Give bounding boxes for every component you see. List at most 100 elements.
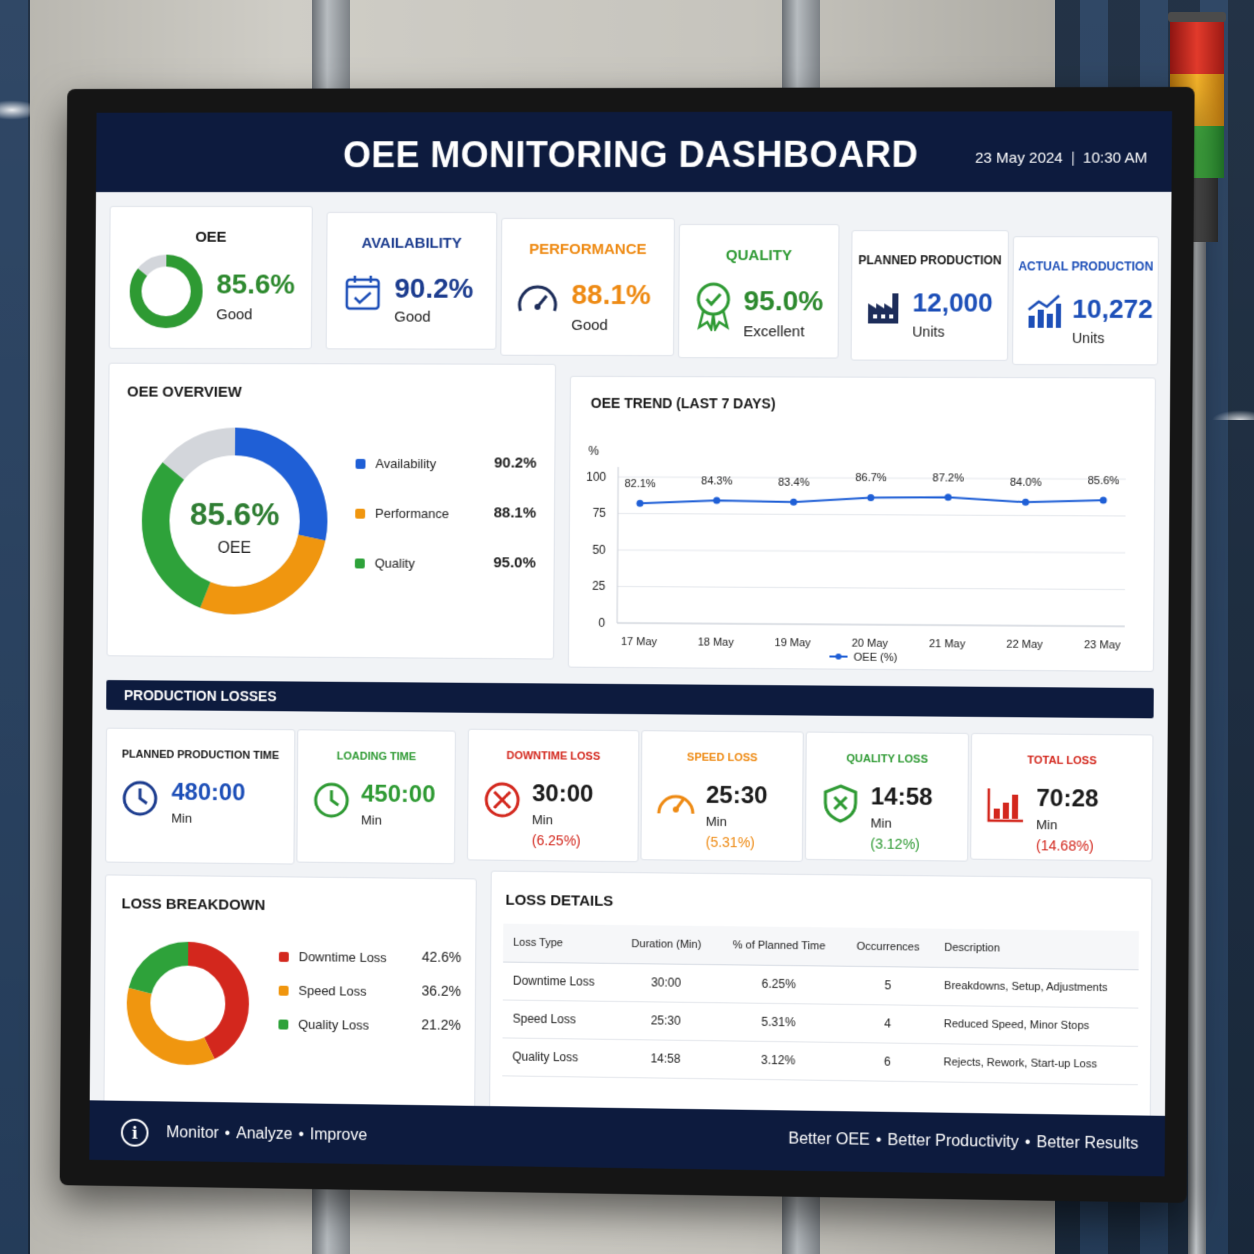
kpi-status: Excellent xyxy=(743,323,804,340)
conduit-pipe xyxy=(312,1180,350,1254)
table-cell: 25:30 xyxy=(616,1001,716,1040)
kpi-card-oee[interactable]: OEE 85.6% Good xyxy=(109,206,313,349)
loss-card-value: 30:00 xyxy=(532,780,593,809)
tools-icon xyxy=(482,780,522,820)
loss-card-unit: Min xyxy=(361,812,382,827)
legend-value: 88.1% xyxy=(466,504,536,521)
data-label: 86.7% xyxy=(855,472,887,484)
bar-chart-icon xyxy=(986,784,1027,825)
header-separator: | xyxy=(1071,150,1075,167)
data-point xyxy=(867,494,874,501)
kpi-value: 90.2% xyxy=(394,273,473,305)
kpi-card-quality[interactable]: QUALITY 95.0% Excellent xyxy=(678,224,840,359)
loss-card-label: TOTAL LOSS xyxy=(972,754,1152,768)
legend-value: 42.6% xyxy=(392,948,462,965)
wall-monitor: OEE MONITORING DASHBOARD 23 May 2024 | 10:… xyxy=(60,87,1195,1203)
footer-motto-right: Better OEE • Better Productivity • Better Re… xyxy=(788,1130,1138,1153)
legend-label: Quality Loss xyxy=(298,1017,369,1033)
kpi-card-planned-production[interactable]: PLANNED PRODUCTION 12,000 Units xyxy=(851,230,1009,361)
column-header[interactable]: Occurrences xyxy=(842,928,935,967)
gridline xyxy=(617,586,1125,589)
loss-card[interactable]: TOTAL LOSS 70:28 Min (14.68%) xyxy=(970,733,1153,862)
data-label: 84.3% xyxy=(701,475,733,487)
kpi-card-availability[interactable]: AVAILABILITY 90.2% Good xyxy=(326,212,498,350)
column-header[interactable]: Loss Type xyxy=(503,924,616,963)
legend-swatch xyxy=(356,458,366,468)
oee-overview-value: 85.6% xyxy=(190,496,280,532)
kpi-label: PERFORMANCE xyxy=(502,241,674,258)
legend-value: 36.2% xyxy=(392,982,462,999)
gridline xyxy=(618,550,1126,553)
loss-card-percent: (6.25%) xyxy=(532,832,581,848)
table-cell: 6 xyxy=(841,1042,934,1081)
info-icon[interactable]: i xyxy=(121,1119,149,1147)
loss-card[interactable]: SPEED LOSS 25:30 Min (5.31%) xyxy=(640,730,803,862)
loss-card-value: 450:00 xyxy=(361,781,435,810)
data-point xyxy=(1100,497,1107,504)
kpi-label: OEE xyxy=(110,229,311,246)
column-header[interactable]: % of Planned Time xyxy=(716,926,842,966)
kpi-label: ACTUAL PRODUCTION xyxy=(1014,259,1158,273)
y-tick-label: 0 xyxy=(598,616,605,630)
table-cell: 5.31% xyxy=(716,1002,842,1042)
loss-card-value: 14:58 xyxy=(871,783,933,812)
kpi-value: 85.6% xyxy=(216,269,295,301)
legend-item-availability: Availability xyxy=(356,456,437,471)
kpi-value: 10,272 xyxy=(1072,294,1153,325)
table-cell: 4 xyxy=(841,1004,934,1043)
loss-card-value: 480:00 xyxy=(171,779,245,808)
column-header[interactable]: Duration (Min) xyxy=(616,925,716,964)
loss-card[interactable]: DOWNTIME LOSS 30:00 Min (6.25%) xyxy=(467,729,639,862)
legend-item-speed-loss: Speed Loss xyxy=(279,983,367,999)
footer-dot: • xyxy=(876,1132,882,1149)
section-title: LOSS DETAILS xyxy=(505,892,613,910)
factory-icon xyxy=(866,289,903,325)
footer-dot: • xyxy=(1025,1134,1031,1151)
loss-card-unit: Min xyxy=(532,812,553,827)
data-label: 87.2% xyxy=(932,472,964,484)
kpi-status: Good xyxy=(216,306,252,323)
gauge-icon xyxy=(656,781,696,821)
column-header[interactable]: Description xyxy=(934,929,1139,970)
table-cell: Speed Loss xyxy=(503,999,616,1038)
loss-card-unit: Min xyxy=(706,814,727,829)
x-tick-label: 21 May xyxy=(929,638,966,650)
footer-motto-item: Better OEE xyxy=(788,1130,870,1148)
x-tick-label: 19 May xyxy=(775,637,812,649)
x-tick-label: 20 May xyxy=(852,638,889,650)
table-cell: 6.25% xyxy=(716,964,842,1004)
data-point xyxy=(636,500,643,507)
kpi-value: 12,000 xyxy=(912,287,993,318)
clock-icon xyxy=(120,778,160,818)
y-tick-label: 100 xyxy=(586,470,606,484)
award-check-icon xyxy=(693,281,733,331)
legend-swatch xyxy=(279,985,289,995)
conduit-pipe xyxy=(312,0,350,100)
dashboard-screen: OEE MONITORING DASHBOARD 23 May 2024 | 10:… xyxy=(89,111,1172,1176)
footer-dot: • xyxy=(298,1126,304,1144)
kpi-value: 88.1% xyxy=(571,279,651,311)
loss-card[interactable]: PLANNED PRODUCTION TIME 480:00 Min xyxy=(105,728,295,865)
loss-card[interactable]: LOADING TIME 450:00 Min xyxy=(296,729,456,864)
footer-motto-item: Better Productivity xyxy=(887,1132,1018,1151)
gauge-icon xyxy=(516,279,560,319)
legend-marker xyxy=(835,654,841,660)
clock-icon xyxy=(312,780,352,820)
legend-value: 95.0% xyxy=(466,554,536,571)
kpi-status: Good xyxy=(571,317,608,334)
table-cell: 30:00 xyxy=(616,963,716,1002)
legend-swatch xyxy=(355,558,365,568)
oee-overview-donut: 85.6% OEE xyxy=(135,421,334,621)
table-row[interactable]: Quality Loss 14:58 3.12% 6 Rejects, Rewo… xyxy=(502,1037,1138,1084)
section-title: OEE OVERVIEW xyxy=(127,384,242,401)
loss-card-label: LOADING TIME xyxy=(298,750,455,763)
kpi-card-actual-production[interactable]: ACTUAL PRODUCTION 10,272 Units xyxy=(1012,236,1159,365)
legend-label: Downtime Loss xyxy=(299,949,387,965)
donut-icon xyxy=(126,251,207,333)
kpi-card-performance[interactable]: PERFORMANCE 88.1% Good xyxy=(500,218,675,356)
loss-card-label: PLANNED PRODUCTION TIME xyxy=(107,748,294,762)
loss-card[interactable]: QUALITY LOSS 14:58 Min (3.12%) xyxy=(805,732,969,862)
loss-card-unit: Min xyxy=(171,811,192,826)
header-time: 10:30 AM xyxy=(1083,150,1147,167)
stack-light-red xyxy=(1170,22,1224,74)
